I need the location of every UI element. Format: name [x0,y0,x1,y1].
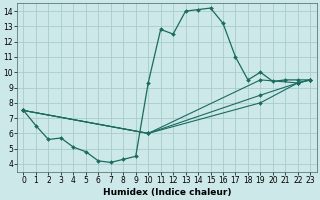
X-axis label: Humidex (Indice chaleur): Humidex (Indice chaleur) [103,188,231,197]
